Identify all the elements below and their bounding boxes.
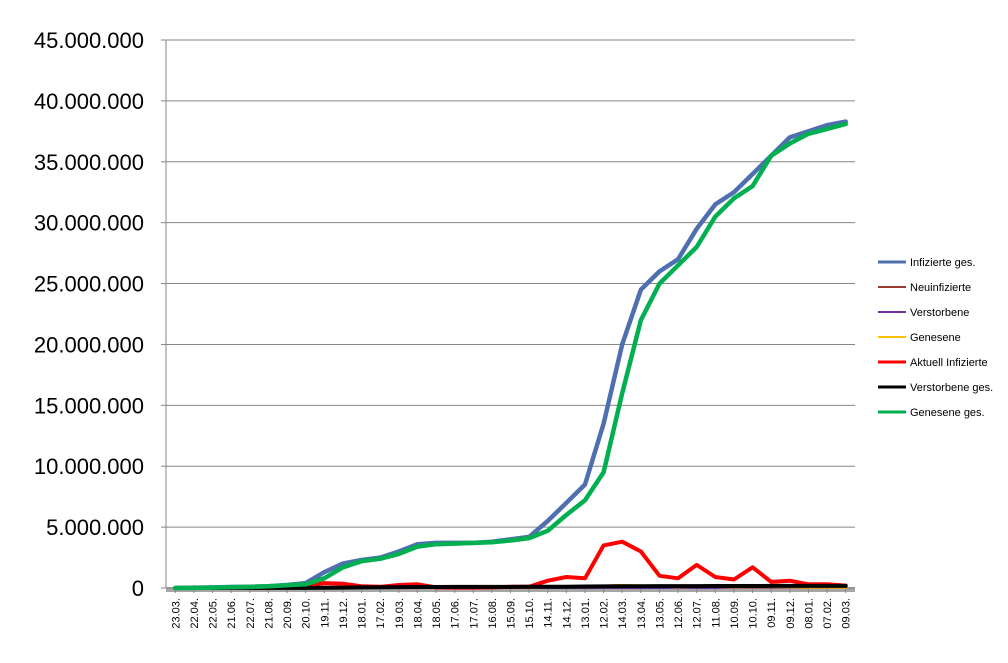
x-tick-label: 23.03. (170, 598, 182, 629)
x-tick-label: 15.10. (524, 598, 536, 629)
x-axis-tick-labels: 23.03. 22.04. 22.05. 21.06. 22.07. 21.08. 20.0… (170, 598, 852, 629)
x-tick-label: 19.03. (394, 598, 406, 629)
series-line-5 (173, 583, 848, 590)
x-tick-label: 17.06. (450, 598, 462, 629)
y-tick-label: 30.000.000 (34, 211, 144, 236)
x-tick-label: 14.03. (617, 598, 629, 629)
x-tick-label: 21.08. (263, 598, 275, 629)
y-tick-label: 0 (132, 576, 144, 601)
x-tick-label: 07.02. (822, 598, 834, 629)
x-tick-label: 11.08. (710, 598, 722, 628)
y-tick-label: 20.000.000 (34, 332, 144, 357)
x-tick-label: 08.01. (803, 598, 815, 629)
x-tick-label: 09.03. (841, 598, 853, 629)
x-tick-label: 18.04. (412, 598, 424, 629)
series-line-6 (173, 121, 848, 591)
legend-label: Verstorbene (910, 307, 969, 319)
x-tick-label: 09.11. (766, 598, 778, 628)
x-tick-label: 13.04. (636, 598, 648, 629)
x-tick-label: 22.04. (189, 598, 201, 629)
series-lines (173, 119, 848, 591)
legend-label: Genesene (910, 332, 961, 344)
x-tick-label: 22.05. (208, 598, 220, 629)
legend-label: Infizierte ges. (910, 257, 975, 269)
legend: Infizierte ges. Neuinfizierte Verstorbene G… (878, 257, 993, 419)
x-tick-label: 20.10. (301, 598, 313, 629)
x-tick-label: 12.07. (692, 598, 704, 629)
y-tick-label: 35.000.000 (34, 150, 144, 175)
y-tick-label: 5.000.000 (46, 515, 144, 540)
x-tick-label: 16.08. (487, 598, 499, 629)
x-tick-label: 09.12. (785, 598, 797, 629)
axes (161, 39, 855, 593)
legend-label: Neuinfizierte (910, 282, 971, 294)
x-tick-label: 18.05. (431, 598, 443, 629)
y-tick-label: 45.000.000 (34, 28, 144, 53)
x-tick-label: 17.07. (468, 598, 480, 629)
x-tick-label: 19.11. (319, 598, 331, 628)
x-tick-label: 13.05. (654, 598, 666, 629)
x-tick-label: 14.12. (561, 598, 573, 629)
series-line-4 (173, 539, 848, 590)
legend-item: Neuinfizierte (878, 282, 971, 294)
legend-label: Verstorbene ges. (910, 382, 993, 394)
y-tick-label: 15.000.000 (34, 393, 144, 418)
legend-label: Genesene ges. (910, 407, 985, 419)
legend-item: Verstorbene (878, 307, 969, 319)
legend-item: Infizierte ges. (878, 257, 975, 269)
y-axis-tick-labels: 0 5.000.000 10.000.000 15.000.000 20.000.000… (34, 28, 144, 601)
x-tick-label: 17.02. (375, 598, 387, 629)
grid-lines (166, 39, 855, 528)
y-tick-label: 10.000.000 (34, 454, 144, 479)
x-tick-label: 10.10. (748, 598, 760, 629)
x-tick-label: 21.06. (226, 598, 238, 629)
x-tick-label: 15.09. (506, 598, 518, 629)
x-tick-label: 19.12. (338, 598, 350, 629)
x-tick-label: 13.01. (580, 598, 592, 629)
x-tick-label: 12.06. (673, 598, 685, 629)
x-tick-label: 14.11. (543, 598, 555, 628)
legend-item: Genesene ges. (878, 407, 985, 419)
x-tick-label: 18.01. (357, 598, 369, 629)
x-tick-label: 22.07. (245, 598, 257, 629)
x-tick-label: 20.09. (282, 598, 294, 629)
legend-item: Aktuell Infizierte (878, 357, 988, 369)
y-tick-label: 25.000.000 (34, 272, 144, 297)
y-tick-label: 40.000.000 (34, 89, 144, 114)
x-tick-label: 12.02. (599, 598, 611, 629)
legend-label: Aktuell Infizierte (910, 357, 988, 369)
legend-item: Genesene (878, 332, 961, 344)
legend-item: Verstorbene ges. (878, 382, 993, 394)
x-tick-label: 10.09. (729, 598, 741, 629)
